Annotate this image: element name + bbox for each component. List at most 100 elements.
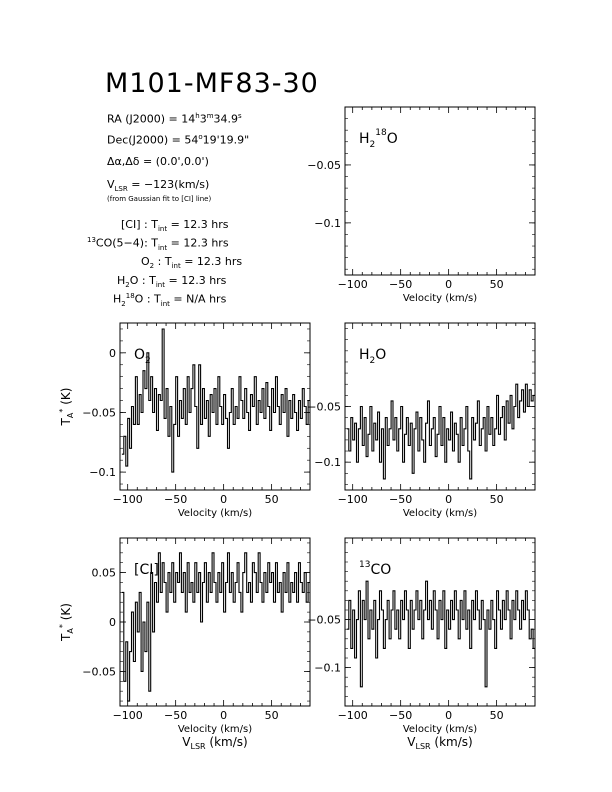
chart-panel-2: −100 −50 0 50 −0.05 −0.1 H2O Velocity (km/s) bbox=[307, 322, 536, 519]
y-axis-sub: A bbox=[66, 628, 75, 634]
line-label-text: H bbox=[359, 131, 370, 147]
vlsr-axis-tail: (km/s) bbox=[431, 735, 473, 749]
line-label: H2O bbox=[359, 347, 386, 366]
x-tick-label: 0 bbox=[220, 493, 227, 506]
y-tick-label: 0 bbox=[109, 347, 116, 360]
y-tick-label: −0.1 bbox=[314, 662, 341, 675]
x-tick-label: 0 bbox=[445, 278, 452, 291]
x-axis-label: Velocity (km/s) bbox=[403, 508, 477, 519]
x-axis-label: Velocity (km/s) bbox=[403, 293, 477, 304]
y-tick-label: −0.1 bbox=[314, 456, 341, 469]
x-tick-label: 50 bbox=[490, 493, 504, 506]
line-label-sup: 18 bbox=[375, 128, 387, 138]
x-tick-label: −100 bbox=[338, 493, 368, 506]
line-name-sup: 13 bbox=[87, 236, 96, 244]
vlsr-note: (from Gaussian fit to [CI] line) bbox=[107, 195, 212, 203]
vlsr-line: VLSR = −123(km/s) bbox=[107, 178, 209, 193]
y-tick-label: −0.05 bbox=[82, 665, 116, 678]
vlsr-label: V bbox=[107, 178, 115, 191]
x-axis-label: Velocity (km/s) bbox=[403, 724, 477, 735]
vlsr-axis-label: VLSR (km/s) bbox=[407, 735, 472, 751]
line-label-text: H bbox=[359, 347, 370, 363]
chart-panel-3: −100 −50 0 50 0.05 0 −0.05 [CI] Velocity (km/s)V… bbox=[58, 537, 311, 751]
y-axis-T: T bbox=[59, 417, 73, 426]
y-tick-label: −0.1 bbox=[89, 466, 116, 479]
x-tick-label: 0 bbox=[220, 709, 227, 722]
line-label-text: CO bbox=[370, 562, 391, 578]
y-axis-tail: (K) bbox=[59, 603, 73, 624]
tint-value: N/A hrs bbox=[186, 292, 227, 306]
line-name-sup: 18 bbox=[125, 292, 135, 300]
line-label-sub: 2 bbox=[370, 140, 376, 150]
vlsr-axis-tail: (km/s) bbox=[206, 735, 248, 749]
x-tick-label: −50 bbox=[389, 278, 412, 291]
y-tick-label: −0.05 bbox=[307, 159, 341, 172]
line-label-sub: 2 bbox=[145, 356, 151, 366]
line-label-sub: 2 bbox=[370, 356, 376, 366]
vlsr-axis-main: V bbox=[182, 735, 191, 749]
y-axis-sub: A bbox=[66, 412, 75, 418]
offset-value: (0.0',0.0') bbox=[155, 155, 209, 168]
vlsr-axis-label: VLSR (km/s) bbox=[182, 735, 247, 751]
ra-seconds: 34.9 bbox=[213, 112, 239, 126]
y-axis-sup: * bbox=[58, 409, 67, 413]
line-label: O2 bbox=[134, 347, 151, 366]
line-label: [CI] bbox=[134, 562, 159, 578]
figure-title: M101-MF83-30 bbox=[105, 68, 319, 99]
x-tick-label: −100 bbox=[338, 709, 368, 722]
x-tick-label: −50 bbox=[164, 709, 187, 722]
line-name: CO(5−4) bbox=[95, 236, 145, 250]
ra-label: RA (J2000) = bbox=[107, 112, 182, 126]
x-tick-label: −50 bbox=[164, 493, 187, 506]
x-axis-label: Velocity (km/s) bbox=[178, 724, 252, 735]
x-tick-label: 0 bbox=[445, 493, 452, 506]
ra-line: RA (J2000) = 14h3m34.9s bbox=[107, 112, 242, 126]
dec-rest: 19'19.9" bbox=[202, 133, 250, 147]
tint-sub: int bbox=[160, 299, 170, 308]
y-axis-sup: * bbox=[58, 624, 67, 628]
x-tick-label: 50 bbox=[265, 709, 279, 722]
line-name: O bbox=[141, 255, 150, 268]
chart-panel-0: −100 −50 0 50 −0.05 −0.1 H2 18O Velocity (km/s) bbox=[307, 106, 536, 304]
x-tick-label: −50 bbox=[389, 493, 412, 506]
tint-sub: int bbox=[157, 225, 168, 234]
vlsr-value: = −123(km/s) bbox=[127, 178, 210, 191]
tint-sub: int bbox=[155, 281, 165, 290]
dec-line: Dec(J2000) = 54o19'19.9" bbox=[107, 133, 250, 147]
y-tick-label: −0.1 bbox=[314, 217, 341, 230]
x-tick-label: 50 bbox=[490, 709, 504, 722]
vlsr-axis-sub: LSR bbox=[416, 742, 432, 751]
vlsr-axis-sub: LSR bbox=[191, 742, 207, 751]
line-name-sub: 2 bbox=[121, 299, 126, 308]
chart-panel-4: −100 −50 0 50 −0.05 −0.1 13CO Velocity (km/s)VL… bbox=[307, 537, 536, 751]
line-label-tail: O bbox=[387, 131, 398, 147]
spectrum-line bbox=[346, 383, 535, 480]
tint-value: 12.3 hrs bbox=[183, 218, 229, 231]
y-tick-label: 0 bbox=[109, 616, 116, 629]
ra-minutes: 3 bbox=[199, 112, 207, 126]
tint-line-o2: O2 : Tint = 12.3 hrs bbox=[141, 255, 243, 271]
chart-panel-1: −100 −50 0 50 0 −0.05 −0.1 O2 Velocity (km/s) TA*… bbox=[58, 322, 311, 519]
tint-value: 12.3 hrs bbox=[181, 274, 227, 287]
ra-hours: 14 bbox=[181, 112, 196, 126]
tint-line-h2o: H2O : Tint = 12.3 hrs bbox=[117, 274, 227, 290]
line-name-sub: 2 bbox=[125, 281, 130, 290]
tint-sub: int bbox=[171, 262, 181, 271]
tint-sub: int bbox=[157, 243, 168, 252]
y-tick-label: 0.05 bbox=[92, 567, 117, 580]
dec-degrees: 54 bbox=[184, 133, 199, 147]
plot-frame bbox=[344, 537, 536, 707]
spectrum-line bbox=[121, 552, 310, 702]
line-name-sub: 2 bbox=[149, 262, 155, 271]
x-tick-label: −100 bbox=[113, 709, 143, 722]
vlsr-sub: LSR bbox=[114, 185, 128, 194]
plot-frame bbox=[119, 322, 311, 491]
line-label-sup: 13 bbox=[359, 560, 370, 570]
y-axis-T: T bbox=[59, 633, 73, 642]
plot-frame bbox=[344, 106, 536, 276]
line-label-tail: O bbox=[375, 347, 386, 363]
line-label-text: [CI] bbox=[134, 562, 159, 578]
tint-value: 12.3 hrs bbox=[183, 236, 229, 250]
tint-line-ci: [CI] : Tint = 12.3 hrs bbox=[121, 218, 229, 234]
